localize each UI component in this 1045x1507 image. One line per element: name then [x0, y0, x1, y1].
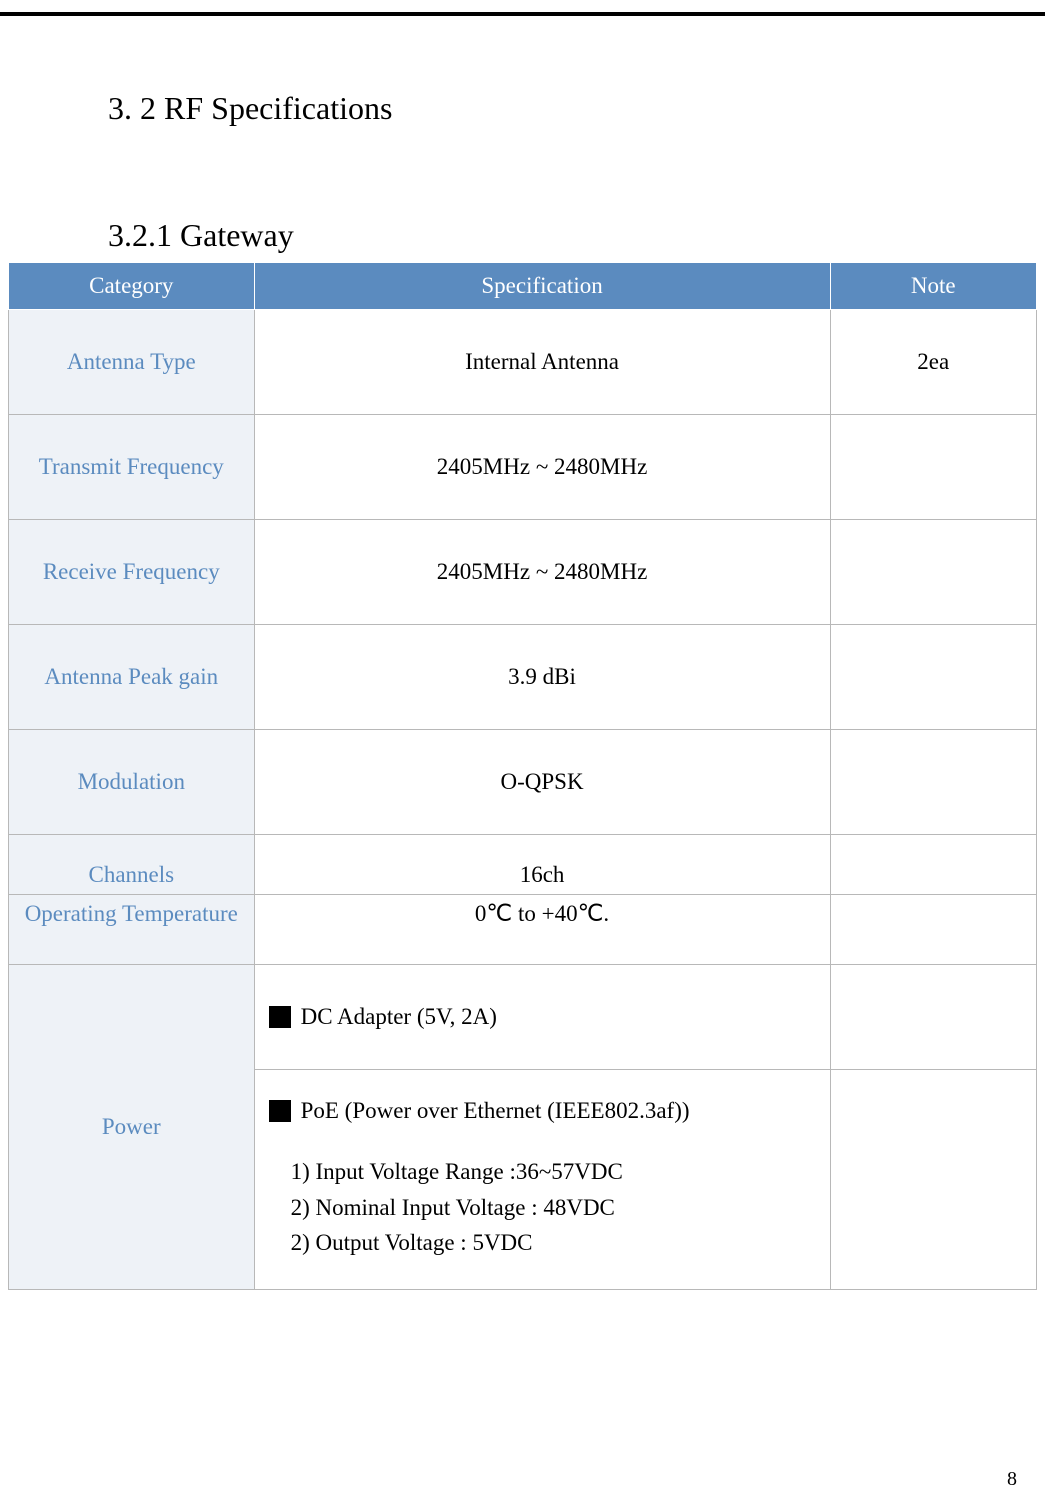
table-row: Antenna Peak gain 3.9 dBi — [9, 625, 1037, 730]
cell-category: Receive Frequency — [9, 520, 255, 625]
page-top-rule — [0, 12, 1045, 16]
cell-spec: 3.9 dBi — [254, 625, 830, 730]
power-poe-line: PoE (Power over Ethernet (IEEE802.3af)) — [269, 1098, 816, 1124]
cell-note — [830, 895, 1036, 965]
cell-note — [830, 835, 1036, 895]
cell-spec: 0℃ to +40℃. — [254, 895, 830, 965]
cell-category: Modulation — [9, 730, 255, 835]
cell-note — [830, 415, 1036, 520]
cell-spec: O-QPSK — [254, 730, 830, 835]
cell-note — [830, 1070, 1036, 1290]
cell-note — [830, 520, 1036, 625]
cell-note — [830, 965, 1036, 1070]
table-row: Antenna Type Internal Antenna 2ea — [9, 310, 1037, 415]
cell-spec-power-dc: DC Adapter (5V, 2A) — [254, 965, 830, 1070]
cell-spec-power-poe: PoE (Power over Ethernet (IEEE802.3af)) … — [254, 1070, 830, 1290]
cell-category-power: Power — [9, 965, 255, 1290]
page-content: 3. 2 RF Specifications 3.2.1 Gateway Cat… — [0, 0, 1045, 1290]
table-header-note: Note — [830, 263, 1036, 310]
square-bullet-icon — [269, 1100, 291, 1122]
cell-spec: Internal Antenna — [254, 310, 830, 415]
cell-note — [830, 625, 1036, 730]
power-poe-details: 1) Input Voltage Range :36~57VDC 2) Nomi… — [291, 1154, 816, 1261]
cell-note: 2ea — [830, 310, 1036, 415]
power-dc-line: DC Adapter (5V, 2A) — [269, 1004, 816, 1030]
section-heading: 3. 2 RF Specifications — [108, 90, 1037, 127]
table-header-specification: Specification — [254, 263, 830, 310]
cell-category: Channels — [9, 835, 255, 895]
table-header-row: Category Specification Note — [9, 263, 1037, 310]
table-row: Transmit Frequency 2405MHz ~ 2480MHz — [9, 415, 1037, 520]
table-row-power-dc: Power DC Adapter (5V, 2A) — [9, 965, 1037, 1070]
cell-spec: 16ch — [254, 835, 830, 895]
table-row: Channels 16ch — [9, 835, 1037, 895]
cell-note — [830, 730, 1036, 835]
cell-spec: 2405MHz ~ 2480MHz — [254, 415, 830, 520]
table-row: Receive Frequency 2405MHz ~ 2480MHz — [9, 520, 1037, 625]
power-dc-label: DC Adapter (5V, 2A) — [301, 1004, 497, 1030]
cell-category: Antenna Peak gain — [9, 625, 255, 730]
spec-table: Category Specification Note Antenna Type… — [8, 262, 1037, 1290]
square-bullet-icon — [269, 1006, 291, 1028]
table-row: Modulation O-QPSK — [9, 730, 1037, 835]
power-poe-detail-3: 2) Output Voltage : 5VDC — [291, 1225, 816, 1261]
cell-category: Transmit Frequency — [9, 415, 255, 520]
table-header-category: Category — [9, 263, 255, 310]
table-row: Operating Temperature 0℃ to +40℃. — [9, 895, 1037, 965]
power-poe-detail-1: 1) Input Voltage Range :36~57VDC — [291, 1154, 816, 1190]
cell-spec: 2405MHz ~ 2480MHz — [254, 520, 830, 625]
subsection-heading: 3.2.1 Gateway — [108, 217, 1037, 254]
cell-category: Operating Temperature — [9, 895, 255, 965]
page-number: 8 — [1007, 1468, 1017, 1491]
power-poe-label: PoE (Power over Ethernet (IEEE802.3af)) — [301, 1098, 690, 1124]
power-poe-detail-2: 2) Nominal Input Voltage : 48VDC — [291, 1190, 816, 1226]
cell-category: Antenna Type — [9, 310, 255, 415]
